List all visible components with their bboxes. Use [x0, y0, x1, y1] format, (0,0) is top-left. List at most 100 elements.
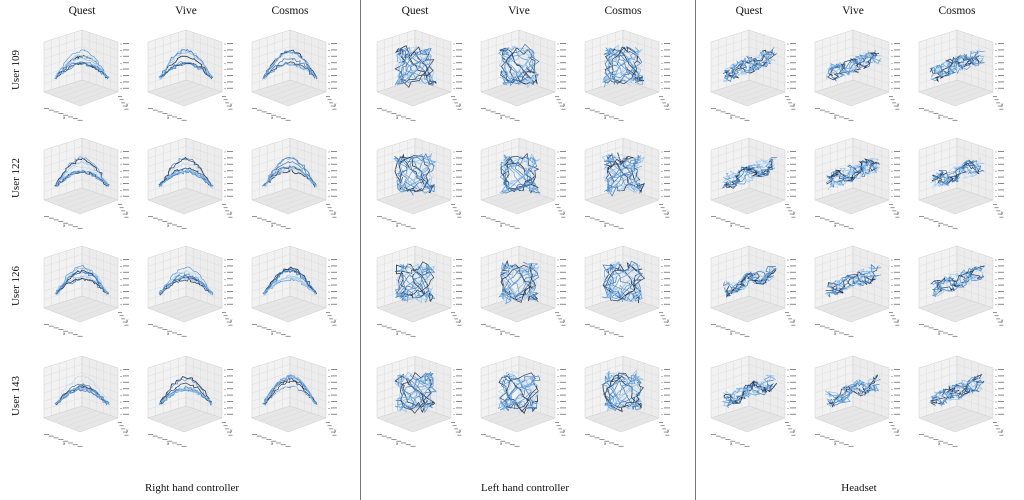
- trajectory-line: [726, 375, 776, 409]
- trajectory-line: [930, 49, 981, 80]
- panel-svg: xy: [251, 245, 337, 337]
- group-divider: [360, 0, 361, 500]
- axis-label-x: x: [500, 223, 503, 228]
- trajectory-line: [502, 155, 539, 194]
- trajectory-line: [825, 267, 881, 296]
- trajectory-line: [603, 153, 642, 193]
- axes-3d: xy: [814, 245, 900, 337]
- axis-label-y: y: [563, 318, 566, 323]
- axis-label-x: x: [167, 331, 170, 336]
- axis-label-x: x: [167, 115, 170, 120]
- trajectory-line: [606, 369, 644, 412]
- axis-label-y: y: [667, 102, 670, 107]
- axis-label-y: y: [230, 210, 233, 215]
- trajectory-line: [722, 158, 776, 188]
- panel-svg: xy: [918, 245, 1004, 337]
- panel-svg: xy: [814, 245, 900, 337]
- trajectory-line: [263, 58, 316, 79]
- panel-svg: xy: [147, 245, 233, 337]
- trajectory-line: [933, 376, 985, 408]
- axis-label-x: x: [500, 115, 503, 120]
- trajectory-line: [55, 275, 109, 295]
- panel-svg: xy: [584, 137, 670, 229]
- trajectory-line: [722, 270, 774, 292]
- trajectory-line: [931, 269, 984, 292]
- panel-svg: xy: [43, 355, 129, 447]
- axis-label-x: x: [271, 223, 274, 228]
- trajectory-line: [933, 266, 982, 297]
- axis-label-y: y: [897, 428, 900, 433]
- axis-label-x: x: [604, 441, 607, 446]
- axis-label-y: y: [1001, 318, 1004, 323]
- axis-label-y: y: [459, 428, 462, 433]
- axis-label-y: y: [1001, 210, 1004, 215]
- trajectory-line: [602, 46, 642, 85]
- axis-label-x: x: [834, 223, 837, 228]
- trajectory-line: [931, 160, 984, 185]
- axes-3d: xy: [376, 137, 462, 229]
- trajectory-line: [262, 375, 317, 404]
- axis-label-x: x: [938, 223, 941, 228]
- trajectory-line: [395, 46, 434, 84]
- axis-label-x: x: [396, 441, 399, 446]
- trajectory-line: [159, 384, 213, 405]
- panel-svg: xy: [918, 137, 1004, 229]
- axis-label-y: y: [1001, 102, 1004, 107]
- trajectory-line: [930, 50, 985, 77]
- axes-3d: xy: [814, 355, 900, 447]
- axes-3d: xy: [480, 245, 566, 337]
- trajectory-line: [263, 62, 318, 78]
- trajectory-line: [161, 161, 214, 187]
- trajectory-line: [930, 54, 984, 77]
- panel-svg: xy: [584, 29, 670, 121]
- panel-svg: xy: [251, 29, 337, 121]
- panel-svg: xy: [918, 29, 1004, 121]
- trajectory-line: [160, 168, 213, 188]
- axis-label-y: y: [667, 318, 670, 323]
- panel-svg: xy: [814, 29, 900, 121]
- trajectory-line: [605, 261, 643, 303]
- axes-3d: xy: [584, 137, 670, 229]
- trajectory-line: [828, 269, 877, 290]
- trajectory-line: [827, 158, 879, 191]
- trajectory-line: [395, 262, 436, 301]
- panel-svg: xy: [584, 355, 670, 447]
- axis-label-y: y: [230, 318, 233, 323]
- axis-label-x: x: [167, 223, 170, 228]
- trajectory-line: [264, 165, 316, 188]
- axes-3d: xy: [710, 29, 796, 121]
- panel-svg: xy: [710, 245, 796, 337]
- axis-label-y: y: [563, 428, 566, 433]
- axes-3d: xy: [918, 137, 1004, 229]
- axis-label-x: x: [63, 441, 66, 446]
- panel-svg: xy: [710, 355, 796, 447]
- axis-label-x: x: [63, 331, 66, 336]
- trajectory-line: [397, 153, 437, 192]
- group-divider: [695, 0, 696, 500]
- trajectory-line: [725, 269, 777, 293]
- axis-label-x: x: [938, 331, 941, 336]
- trajectory-line: [499, 372, 539, 413]
- axis-label-y: y: [334, 102, 337, 107]
- trajectory-line: [394, 46, 435, 88]
- trajectory-line: [55, 264, 110, 295]
- axes-3d: xy: [710, 245, 796, 337]
- trajectory-line: [397, 374, 432, 413]
- trajectory-line: [262, 270, 316, 294]
- trajectory-line: [54, 54, 110, 80]
- axis-label-x: x: [271, 331, 274, 336]
- trajectory-line: [56, 277, 109, 295]
- trajectory-line: [723, 381, 773, 404]
- trajectory-line: [159, 52, 213, 78]
